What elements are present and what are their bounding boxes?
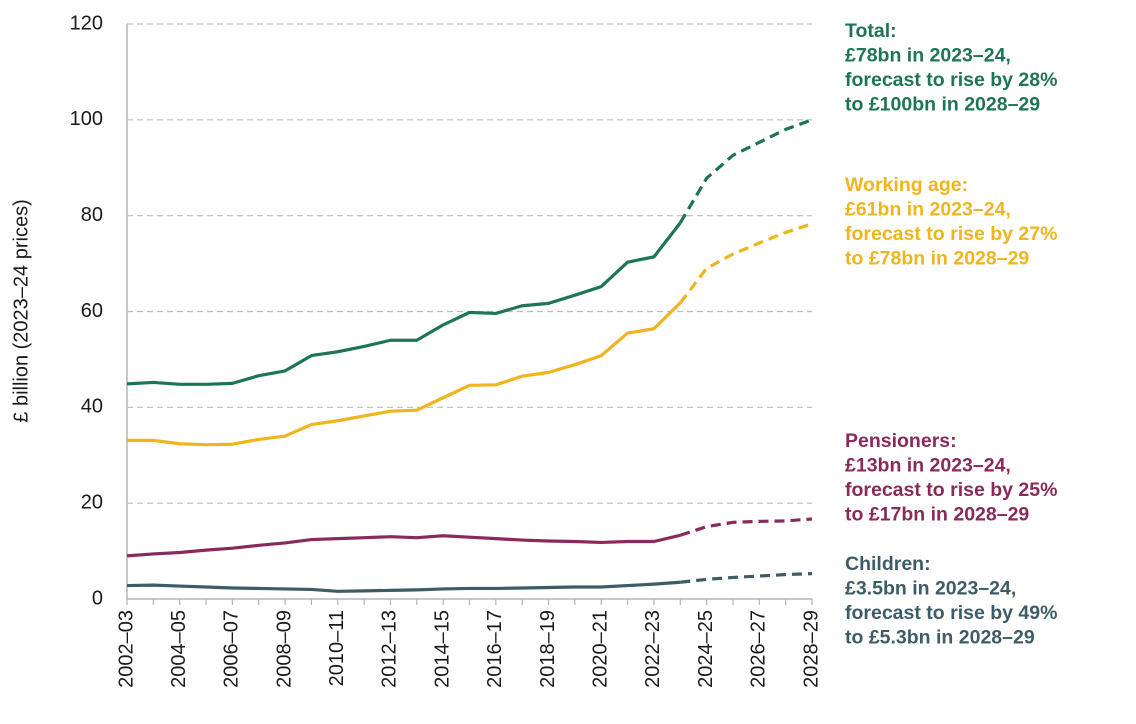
line — [126, 580, 681, 593]
y-tick-label: 0 — [92, 587, 103, 609]
x-tick-label: 2014–15 — [431, 610, 453, 688]
y-tick-label: 80 — [81, 204, 103, 226]
annotation: to £100bn in 2028–29 — [845, 94, 1040, 116]
annotation: forecast to rise by 25% — [845, 479, 1057, 501]
y-tick-label: 120 — [70, 12, 103, 34]
line — [126, 533, 681, 558]
annotation: £78bn in 2023–24, — [845, 45, 1011, 67]
legend-label: Pensioners: — [845, 430, 957, 452]
x-tick-label: 2020–21 — [590, 610, 612, 688]
annotation: to £5.3bn in 2028–29 — [845, 627, 1035, 649]
forecast-line — [680, 572, 813, 584]
x-tick-label: 2006–07 — [221, 610, 243, 688]
x-tick-label: 2026–27 — [748, 610, 770, 688]
x-tick-label: 2012–13 — [379, 610, 401, 688]
x-tick-label: 2018–19 — [537, 610, 559, 688]
x-tick-label: 2022–23 — [642, 610, 664, 688]
legend-label: Working age: — [845, 174, 968, 196]
line — [126, 221, 682, 386]
x-tick-label: 2010–11 — [326, 610, 348, 686]
x-tick-label: 2004–05 — [168, 610, 190, 688]
y-tick-label: 60 — [81, 300, 103, 322]
annotation: to £78bn in 2028–29 — [845, 248, 1029, 270]
legend-label: Children: — [845, 553, 931, 575]
x-tick-label: 2024–25 — [695, 610, 717, 688]
annotation: £61bn in 2023–24, — [845, 199, 1011, 221]
annotation: £3.5bn in 2023–24, — [845, 578, 1016, 600]
forecast-line — [678, 118, 813, 224]
x-tick-label: 2008–09 — [273, 610, 295, 688]
x-tick-label: 2028–29 — [800, 610, 822, 688]
y-tick-label: 40 — [81, 396, 103, 418]
y-tick-label: 20 — [81, 491, 103, 513]
legend-label: Total: — [845, 20, 897, 42]
forecast-line — [679, 517, 813, 537]
forecast-line — [678, 222, 813, 304]
x-tick-label: 2016–17 — [484, 610, 506, 688]
annotation: forecast to rise by 28% — [845, 69, 1057, 91]
annotation: forecast to rise by 49% — [845, 602, 1057, 624]
x-tick-label: 2002–03 — [115, 610, 137, 688]
y-tick-label: 100 — [70, 108, 103, 130]
y-axis-label: £ billion (2023–24 prices) — [10, 199, 32, 422]
annotation: £13bn in 2023–24, — [845, 455, 1011, 477]
annotation: to £17bn in 2028–29 — [845, 504, 1029, 526]
line — [127, 301, 682, 447]
annotation: forecast to rise by 27% — [845, 223, 1057, 245]
